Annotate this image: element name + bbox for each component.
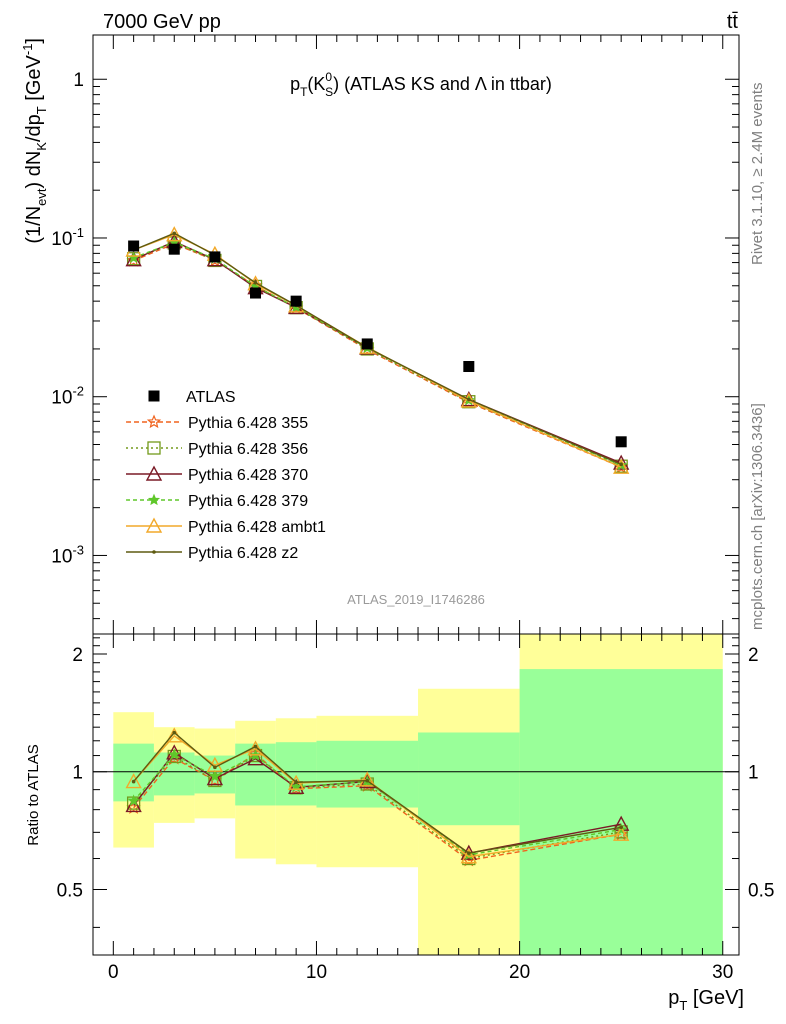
legend-label-5: Pythia 6.428 z2 [188, 545, 298, 562]
ratio-line-5 [133, 731, 622, 854]
series-point-5-7 [619, 462, 623, 467]
plot-title: pT(K0 S) (ATLAS KS and Λ in ttbar) [290, 70, 552, 99]
ratio-point-5-7 [619, 825, 623, 830]
ratio-point-5-3 [253, 744, 258, 749]
data-point-6 [463, 361, 475, 373]
side-mcplots: mcplots.cern.ch [arXiv:1306.3436] [749, 403, 766, 630]
ratio-frame [92, 633, 740, 956]
legend-marker-1 [147, 441, 161, 455]
data-point-5 [361, 338, 373, 350]
y-tick-label: 10-1 [51, 225, 84, 250]
legend-marker-2 [145, 465, 163, 481]
ratio-point-4-6 [460, 848, 477, 864]
legend-marker-data [148, 390, 160, 402]
data-point-2 [209, 251, 221, 263]
legend-marker-4 [145, 517, 163, 533]
data-point-4 [290, 295, 302, 307]
series-point-0-0 [126, 253, 141, 267]
legend-label-3: Pythia 6.428 379 [188, 493, 308, 510]
ratio-point-5-2 [213, 765, 217, 770]
series-point-2-0 [125, 251, 142, 267]
y-tick-label: 1 [73, 70, 84, 91]
y-tick-label: 10-3 [51, 542, 84, 567]
side-rivet: Rivet 3.1.10, ≥ 2.4M events [749, 83, 766, 266]
y-axis-label: (1/Nevt) dNK/dpT [GeV-1] [20, 38, 49, 244]
ratio-y-label: Ratio to ATLAS [25, 744, 42, 845]
header-right: tt̄ [727, 11, 739, 33]
ratio-point-3-1 [168, 748, 181, 760]
series-line-5 [133, 232, 622, 465]
ratio-tick-label-right: 1 [748, 763, 759, 784]
series-point-4-7 [613, 458, 630, 474]
legend-label-0: Pythia 6.428 355 [188, 415, 308, 432]
legend-label-1: Pythia 6.428 356 [188, 441, 308, 458]
ratio-tick-label: 2 [72, 645, 83, 666]
data-point-7 [615, 436, 627, 448]
ratio-point-4-5 [359, 771, 376, 787]
ratio-tick-label: 0.5 [57, 880, 83, 901]
band-inner-4 [275, 742, 317, 806]
ratio-line-3 [133, 753, 622, 856]
ratio-point-5-6 [467, 851, 471, 855]
legend-label-2: Pythia 6.428 370 [188, 467, 308, 484]
ratio-point-4-0 [125, 773, 142, 789]
ratio-point-5-4 [294, 780, 298, 785]
ratio-point-5-5 [365, 778, 370, 783]
legend-marker-3 [147, 493, 161, 506]
legend-marker-0 [146, 414, 162, 429]
legend-label-data: ATLAS [186, 389, 236, 406]
x-tick-label: 30 [712, 962, 733, 983]
ratio-point-2-1 [166, 744, 183, 760]
band-inner-6 [418, 732, 520, 826]
band-inner-7 [519, 669, 723, 955]
legend-label-4: Pythia 6.428 ambt1 [188, 519, 326, 536]
legend-marker-5 [152, 550, 156, 554]
x-axis-label: pT [GeV] [668, 987, 744, 1013]
ratio-point-5-1 [172, 730, 177, 735]
legend: ATLAS Pythia 6.428 355 Pythia 6.428 356 Pyt… [126, 389, 326, 562]
header-left: 7000 GeV pp [103, 11, 221, 33]
x-tick-label: 10 [306, 962, 327, 983]
data-point-3 [250, 287, 262, 299]
data-point-1 [168, 243, 180, 255]
ratio-point-3-2 [208, 769, 222, 782]
ratio-point-5-0 [131, 779, 136, 784]
data-point-0 [128, 240, 140, 252]
main-plot: 1 10-1 10-2 10-3 pT(K0 S) (ATLAS KS and Λ in… [20, 34, 740, 635]
band-inner-0 [113, 743, 154, 802]
ratio-point-2-2 [206, 770, 224, 786]
ratio-tick-label: 1 [72, 763, 83, 784]
y-tick-label: 10-2 [51, 384, 84, 409]
x-tick-label: 0 [108, 962, 119, 983]
ratio-tick-label-right: 2 [748, 645, 759, 666]
ratio-plot: 0 10 20 30 0.5 0.5 1 1 2 2 Ratio to ATLAS [25, 633, 774, 983]
series-point-5-1 [172, 231, 177, 236]
series-point-5-3 [253, 280, 258, 285]
x-tick-label: 20 [509, 962, 530, 983]
analysis-id: ATLAS_2019_I1746286 [347, 592, 485, 607]
ratio-tick-label-right: 0.5 [748, 880, 774, 901]
ratio-point-3-0 [127, 794, 140, 806]
series-point-5-6 [467, 397, 471, 402]
ratio-point-4-7 [613, 825, 630, 841]
